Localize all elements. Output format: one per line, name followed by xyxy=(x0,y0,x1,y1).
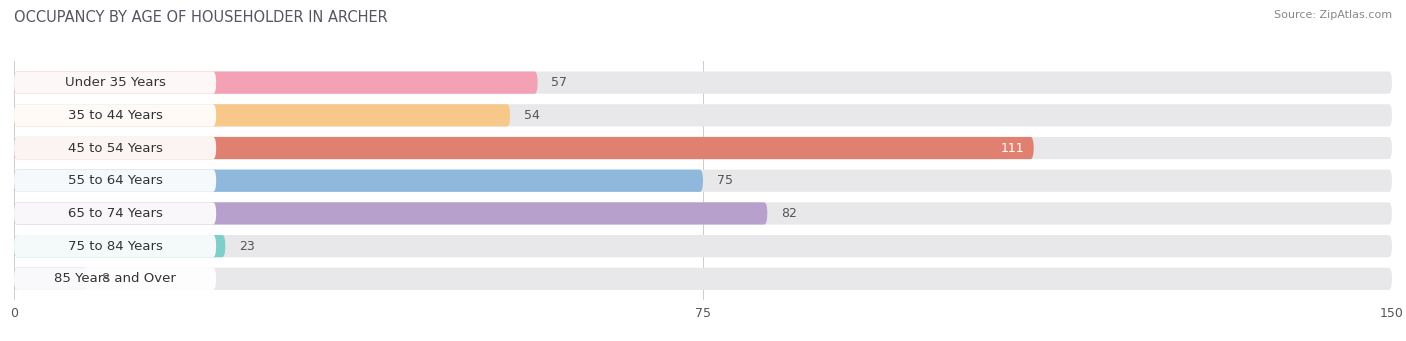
FancyBboxPatch shape xyxy=(14,169,1392,192)
FancyBboxPatch shape xyxy=(14,202,768,224)
Text: 55 to 64 Years: 55 to 64 Years xyxy=(67,174,163,187)
Text: 35 to 44 Years: 35 to 44 Years xyxy=(67,109,163,122)
Text: 8: 8 xyxy=(101,272,110,285)
Text: 75: 75 xyxy=(717,174,733,187)
FancyBboxPatch shape xyxy=(14,268,87,290)
FancyBboxPatch shape xyxy=(14,202,1392,224)
FancyBboxPatch shape xyxy=(14,137,1033,159)
FancyBboxPatch shape xyxy=(14,169,703,192)
FancyBboxPatch shape xyxy=(14,104,510,127)
Text: 75 to 84 Years: 75 to 84 Years xyxy=(67,240,163,253)
FancyBboxPatch shape xyxy=(14,137,217,159)
FancyBboxPatch shape xyxy=(14,202,217,224)
Text: Under 35 Years: Under 35 Years xyxy=(65,76,166,89)
Text: 65 to 74 Years: 65 to 74 Years xyxy=(67,207,163,220)
Text: 57: 57 xyxy=(551,76,568,89)
FancyBboxPatch shape xyxy=(14,104,1392,127)
FancyBboxPatch shape xyxy=(14,72,537,94)
FancyBboxPatch shape xyxy=(14,169,217,192)
Text: 54: 54 xyxy=(524,109,540,122)
Text: 111: 111 xyxy=(1001,142,1025,154)
FancyBboxPatch shape xyxy=(14,235,1392,257)
Text: 85 Years and Over: 85 Years and Over xyxy=(55,272,176,285)
FancyBboxPatch shape xyxy=(14,235,217,257)
FancyBboxPatch shape xyxy=(14,72,1392,94)
FancyBboxPatch shape xyxy=(14,235,225,257)
FancyBboxPatch shape xyxy=(14,268,1392,290)
Text: 23: 23 xyxy=(239,240,254,253)
FancyBboxPatch shape xyxy=(14,137,1392,159)
FancyBboxPatch shape xyxy=(14,104,217,127)
FancyBboxPatch shape xyxy=(14,268,217,290)
FancyBboxPatch shape xyxy=(14,72,217,94)
Text: 82: 82 xyxy=(782,207,797,220)
Text: Source: ZipAtlas.com: Source: ZipAtlas.com xyxy=(1274,10,1392,20)
Text: 45 to 54 Years: 45 to 54 Years xyxy=(67,142,163,154)
Text: OCCUPANCY BY AGE OF HOUSEHOLDER IN ARCHER: OCCUPANCY BY AGE OF HOUSEHOLDER IN ARCHE… xyxy=(14,10,388,25)
